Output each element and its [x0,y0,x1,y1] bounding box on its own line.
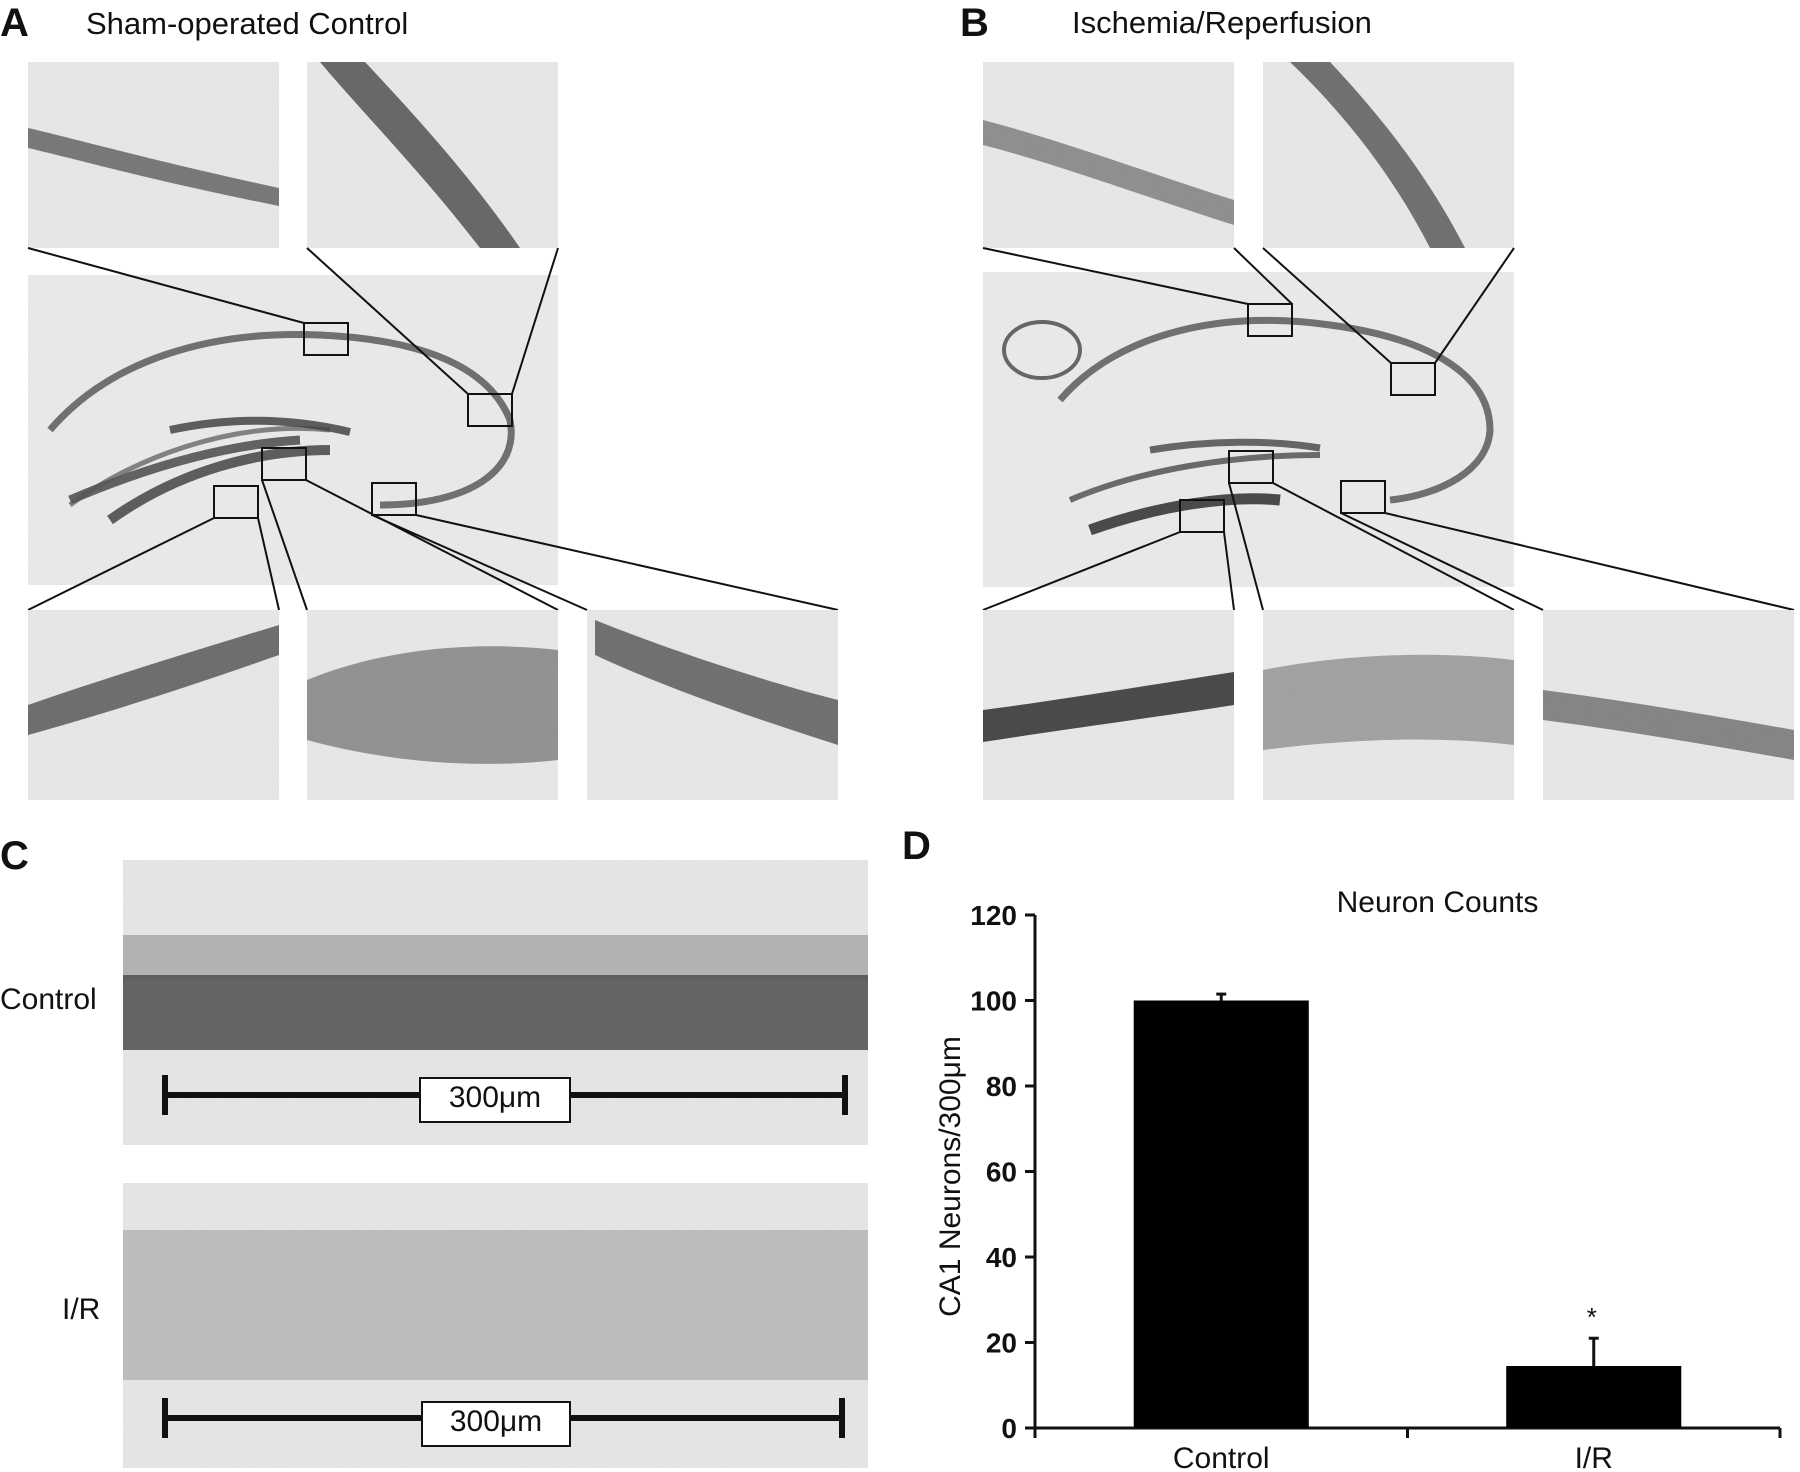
panel-b-inset-bottom-left [983,610,1234,800]
panel-b-inset-bottom-middle [1263,610,1514,800]
y-tick-label: 120 [970,900,1017,931]
panel-c-control-image [123,860,868,1145]
panel-b-letter: B [960,1,989,45]
panel-b-inset-bottom-right [1543,610,1794,800]
panel-b-inset-top-right [1263,62,1514,248]
y-tick-label: 80 [986,1071,1017,1102]
panel-c-row-label-control: Control [0,983,97,1016]
panel-c-ir-image [123,1183,868,1468]
panel-a-inset-bottom-right [587,610,838,800]
neuron-count-chart: Neuron Counts CA1 Neurons/300μm 0 20 40 60 8… [934,886,1782,1472]
significance-marker: * [1587,1302,1597,1332]
panel-c-scale-label-control: 300μm [448,1081,542,1114]
panel-c-figure [123,860,868,1468]
chart-y-axis-label: CA1 Neurons/300μm [934,1036,967,1317]
y-tick-label: 0 [1001,1413,1017,1444]
y-tick-label: 60 [986,1157,1017,1188]
panel-b-inset-top-left [983,62,1234,248]
panel-c-row-label-ir: I/R [62,1293,101,1326]
panel-a-inset-bottom-left [28,610,279,800]
y-tick-label: 40 [986,1242,1017,1273]
bar-control [1133,1000,1309,1428]
panel-a-inset-bottom-middle [307,610,558,800]
panel-c-letter: C [0,834,29,878]
panel-a-connector-lines [27,247,839,611]
chart-bars [1133,992,1682,1428]
panels-ab-figure [27,62,1795,800]
panel-c-scale-label-ir: 300μm [449,1405,543,1438]
chart-labels: Control * I/R [1173,1302,1613,1472]
panel-a-inset-top-right [307,62,558,248]
panel-a-title: Sham-operated Control [86,6,409,41]
panel-d-letter: D [902,824,931,868]
chart-title: Neuron Counts [1337,886,1539,919]
bar-i-r [1506,1366,1682,1428]
x-category-label: I/R [1575,1442,1613,1472]
y-tick-label: 20 [986,1328,1017,1359]
panel-b-title: Ischemia/Reperfusion [1072,5,1372,40]
panel-a-letter: A [0,1,29,45]
chart-axes: 0 20 40 60 80 100 120 [970,900,1782,1444]
panel-a-overview-image [28,275,558,585]
y-tick-label: 100 [970,986,1017,1017]
panel-b-overview-image [983,272,1514,587]
panel-b-connector-lines [982,247,1795,611]
panel-a-inset-top-left [28,62,279,248]
x-category-label: Control [1173,1442,1270,1472]
